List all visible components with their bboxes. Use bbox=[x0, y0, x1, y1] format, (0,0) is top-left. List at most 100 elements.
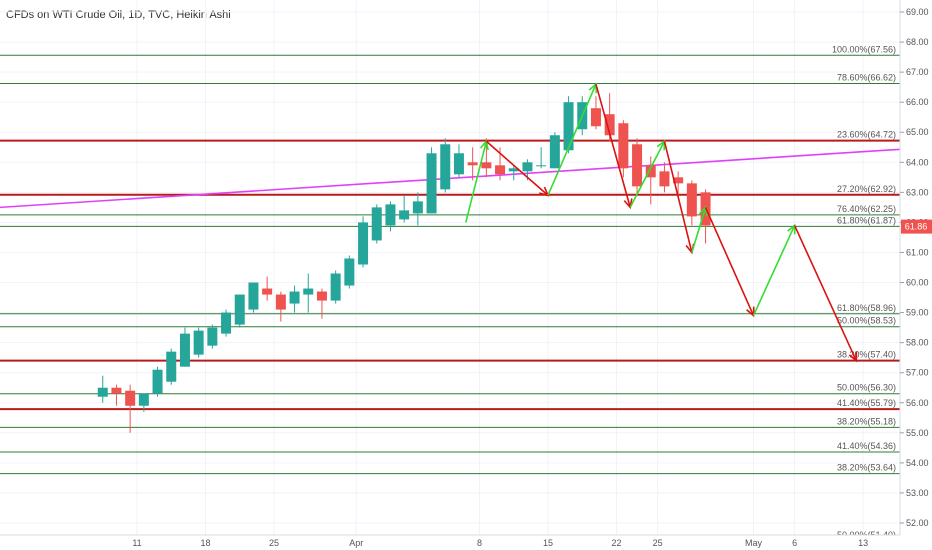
fib-label-8: 38.20%(57.40) bbox=[837, 350, 896, 360]
candle-body-13 bbox=[275, 294, 286, 310]
candle-body-2 bbox=[125, 390, 136, 406]
fib-label-6: 61.80%(58.96) bbox=[837, 303, 896, 313]
fib-label-2: 23.60%(64.72) bbox=[837, 130, 896, 140]
trendline-layer bbox=[0, 146, 932, 209]
arrow-line-9 bbox=[793, 225, 857, 362]
time-tick-label-4: 8 bbox=[477, 538, 482, 548]
candle-body-28 bbox=[481, 162, 492, 169]
price-tick-label-6: 58.00 bbox=[906, 338, 929, 348]
fib-label-5: 61.80%(61.87) bbox=[837, 215, 896, 225]
candle-body-43 bbox=[686, 183, 697, 217]
time-tick-label-5: 15 bbox=[543, 538, 553, 548]
last-price-label: 61.86 bbox=[905, 222, 928, 232]
grid-lines bbox=[0, 0, 900, 535]
time-tick-label-2: 25 bbox=[269, 538, 279, 548]
time-tick-label-10: 13 bbox=[858, 538, 868, 548]
candle-body-18 bbox=[344, 258, 355, 286]
candle-body-14 bbox=[289, 291, 300, 304]
fib-label-12: 41.40%(54.36) bbox=[837, 441, 896, 451]
candle-body-17 bbox=[330, 273, 341, 301]
candle-body-5 bbox=[166, 351, 177, 382]
candle-body-6 bbox=[179, 333, 190, 367]
price-tick-label-3: 55.00 bbox=[906, 428, 929, 438]
time-axis-bg bbox=[0, 535, 900, 550]
arrow-line-1 bbox=[485, 140, 549, 196]
candle-body-23 bbox=[412, 201, 423, 214]
candle-body-16 bbox=[316, 291, 327, 301]
fib-label-9: 50.00%(56.30) bbox=[837, 383, 896, 393]
price-tick-label-12: 64.00 bbox=[906, 157, 929, 167]
fib-label-11: 38.20%(55.18) bbox=[837, 416, 896, 426]
candle-body-8 bbox=[207, 327, 218, 346]
last-price-badge bbox=[901, 219, 932, 234]
candle-body-33 bbox=[549, 135, 560, 169]
fib-label-4: 76.40%(62.25) bbox=[837, 204, 896, 214]
fib-label-13: 38.20%(53.64) bbox=[837, 463, 896, 473]
time-tick-label-7: 25 bbox=[653, 538, 663, 548]
candle-body-34 bbox=[563, 102, 574, 151]
price-tick-label-17: 69.00 bbox=[906, 7, 929, 17]
candle-body-4 bbox=[152, 369, 163, 394]
candle-body-41 bbox=[659, 171, 670, 187]
price-tick-label-14: 66.00 bbox=[906, 97, 929, 107]
candle-body-12 bbox=[262, 288, 273, 295]
trendline bbox=[0, 146, 932, 209]
candles bbox=[97, 93, 711, 433]
projection-arrows bbox=[465, 82, 858, 363]
candle-body-32 bbox=[536, 165, 547, 167]
arrow-line-7 bbox=[704, 207, 755, 316]
candle-body-29 bbox=[495, 165, 506, 175]
arrow-line-5 bbox=[663, 141, 693, 253]
price-axis-bg bbox=[900, 0, 932, 550]
candle-body-7 bbox=[193, 330, 204, 355]
candle-body-36 bbox=[590, 108, 601, 127]
candle-body-39 bbox=[632, 144, 643, 187]
price-tick-label-15: 67.00 bbox=[906, 67, 929, 77]
price-tick-label-2: 54.00 bbox=[906, 458, 929, 468]
candle-body-19 bbox=[358, 222, 369, 265]
time-tick-label-1: 18 bbox=[200, 538, 210, 548]
candle-body-42 bbox=[673, 177, 684, 184]
arrow-line-8 bbox=[752, 225, 796, 316]
arrow-head-9 bbox=[848, 351, 858, 363]
candle-body-26 bbox=[453, 153, 464, 175]
time-tick-label-0: 11 bbox=[132, 538, 141, 548]
fib-label-1: 78.60%(66.62) bbox=[837, 73, 896, 83]
price-tick-label-11: 63.00 bbox=[906, 187, 929, 197]
candle-body-40 bbox=[645, 165, 656, 178]
fib-label-3: 27.20%(62.92) bbox=[837, 184, 896, 194]
price-tick-label-1: 53.00 bbox=[906, 488, 929, 498]
fib-label-7: 50.00%(58.53) bbox=[837, 316, 896, 326]
time-tick-label-8: May bbox=[745, 538, 763, 548]
time-tick-label-9: 6 bbox=[792, 538, 797, 548]
candle-body-9 bbox=[221, 312, 232, 334]
candle-body-22 bbox=[399, 210, 410, 220]
arrow-line-4 bbox=[629, 140, 666, 208]
time-axis[interactable]: 11 18 25 Apr 8 15 22 25 May 6 13 bbox=[0, 534, 900, 550]
candle-body-25 bbox=[440, 144, 451, 190]
candle-body-31 bbox=[522, 162, 533, 172]
arrow-line-6 bbox=[691, 207, 707, 253]
price-tick-label-9: 61.00 bbox=[906, 247, 929, 257]
candle-body-3 bbox=[138, 393, 149, 406]
price-tick-label-4: 56.00 bbox=[906, 398, 929, 408]
price-tick-label-16: 68.00 bbox=[906, 37, 929, 47]
price-tick-label-8: 60.00 bbox=[906, 278, 929, 288]
time-tick-label-6: 22 bbox=[611, 538, 621, 548]
candle-body-24 bbox=[426, 153, 437, 214]
candle-body-38 bbox=[618, 123, 629, 169]
fib-label-0: 100.00%(67.56) bbox=[832, 44, 896, 54]
candle-body-10 bbox=[234, 294, 245, 325]
time-tick-label-3: Apr bbox=[349, 538, 363, 548]
arrow-line-0 bbox=[465, 141, 488, 223]
candle-body-30 bbox=[508, 168, 519, 172]
candle-body-15 bbox=[303, 288, 314, 295]
price-tick-label-7: 59.00 bbox=[906, 308, 929, 318]
candle-body-20 bbox=[371, 207, 382, 241]
candle-body-1 bbox=[111, 387, 122, 394]
candle-body-27 bbox=[467, 162, 478, 166]
candle-body-21 bbox=[385, 204, 396, 226]
price-axis[interactable]: 52.00 53.00 54.00 55.00 56.00 57.00 58.00 59.00… bbox=[899, 0, 932, 550]
price-tick-label-13: 65.00 bbox=[906, 127, 929, 137]
